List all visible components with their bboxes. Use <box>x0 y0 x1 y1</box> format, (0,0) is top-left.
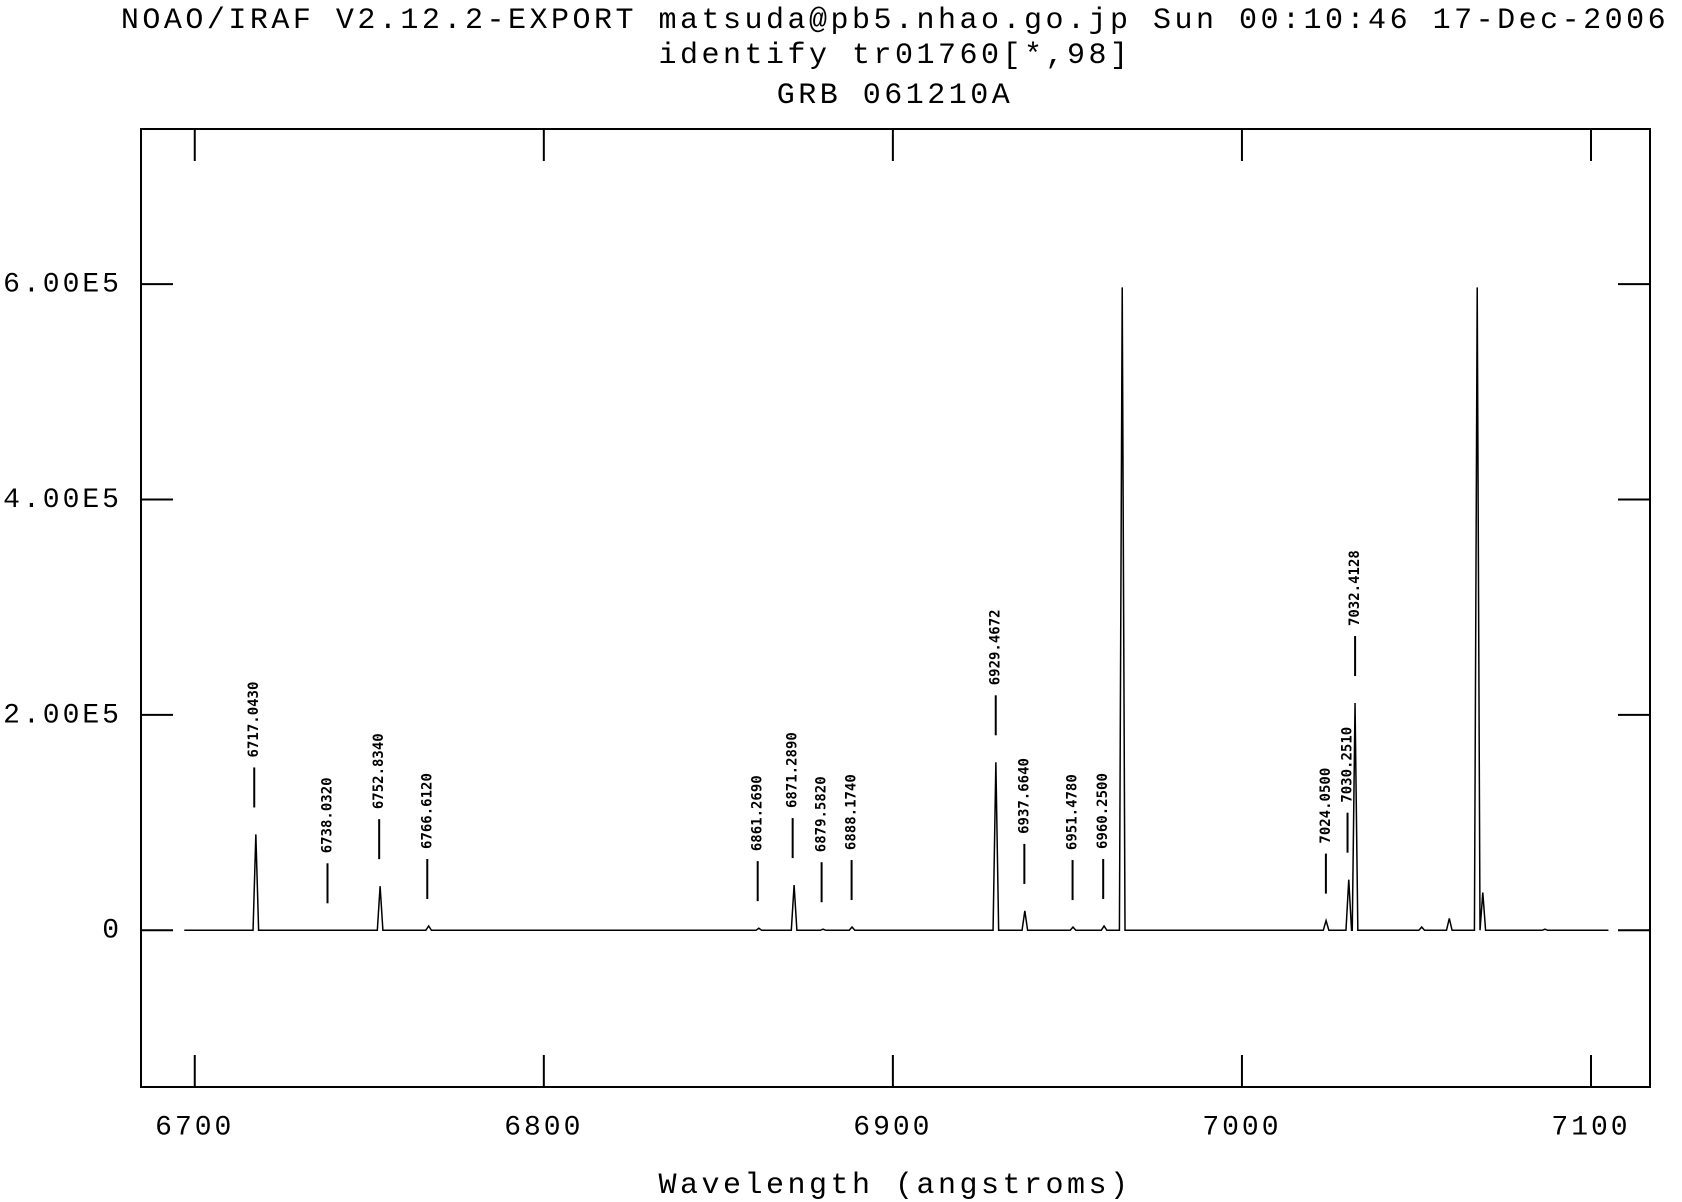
line-id-label: 7032.4128 <box>1347 550 1363 626</box>
object-name: GRB 061210A <box>777 79 1014 113</box>
x-tick-label: 7100 <box>1551 1112 1630 1143</box>
line-id-label: 6879.5820 <box>814 776 830 852</box>
spectrum-line <box>184 287 1609 932</box>
line-id-label: 6752.8340 <box>371 733 387 809</box>
y-tick-label: 0 <box>102 916 122 947</box>
line-id-label: 6717.0430 <box>246 682 262 758</box>
line-id-label: 6888.1740 <box>844 774 860 850</box>
line-id-label: 6861.2690 <box>750 775 766 851</box>
line-id-label: 7024.0500 <box>1318 768 1334 844</box>
line-id-label: 6766.6120 <box>419 773 435 849</box>
line-id-label: 6929.4672 <box>988 609 1004 685</box>
y-tick-label: 2.00E5 <box>3 700 122 731</box>
x-tick-label: 6700 <box>155 1112 234 1143</box>
line-id-label: 7030.2510 <box>1340 727 1356 803</box>
line-id-label: 6960.2500 <box>1095 773 1111 849</box>
plot-frame <box>140 128 1651 1088</box>
y-tick-label: 4.00E5 <box>3 485 122 516</box>
line-id-label: 6871.2890 <box>785 732 801 808</box>
chart-title: NOAO/IRAF V2.12.2-EXPORT matsuda@pb5.nha… <box>121 4 1669 38</box>
x-tick-label: 6900 <box>853 1112 932 1143</box>
y-tick-label: 6.00E5 <box>3 269 122 300</box>
chart-subtitle: identify tr01760[*,98] <box>658 39 1131 73</box>
x-tick-label: 6800 <box>504 1112 583 1143</box>
line-id-label: 6738.0320 <box>320 777 336 853</box>
x-tick-label: 7000 <box>1202 1112 1281 1143</box>
line-id-label: 6937.6640 <box>1016 758 1032 834</box>
x-axis-label: Wavelength (angstroms) <box>658 1169 1131 1202</box>
line-id-label: 6951.4780 <box>1065 774 1081 850</box>
